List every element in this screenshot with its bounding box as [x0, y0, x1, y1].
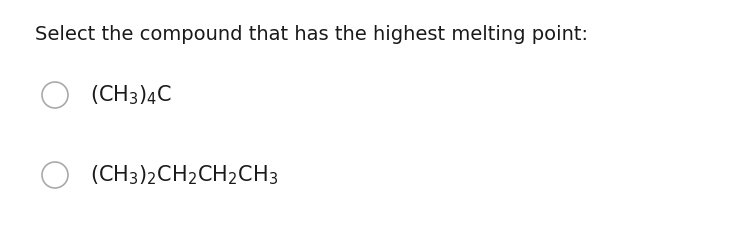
Text: $(\mathrm{CH_3})_2\mathrm{CH_2CH_2CH_3}$: $(\mathrm{CH_3})_2\mathrm{CH_2CH_2CH_3}$ — [90, 163, 278, 187]
Text: $(\mathrm{CH_3})_4\mathrm{C}$: $(\mathrm{CH_3})_4\mathrm{C}$ — [90, 83, 172, 107]
Text: Select the compound that has the highest melting point:: Select the compound that has the highest… — [35, 25, 588, 44]
Circle shape — [42, 162, 68, 188]
Circle shape — [42, 82, 68, 108]
